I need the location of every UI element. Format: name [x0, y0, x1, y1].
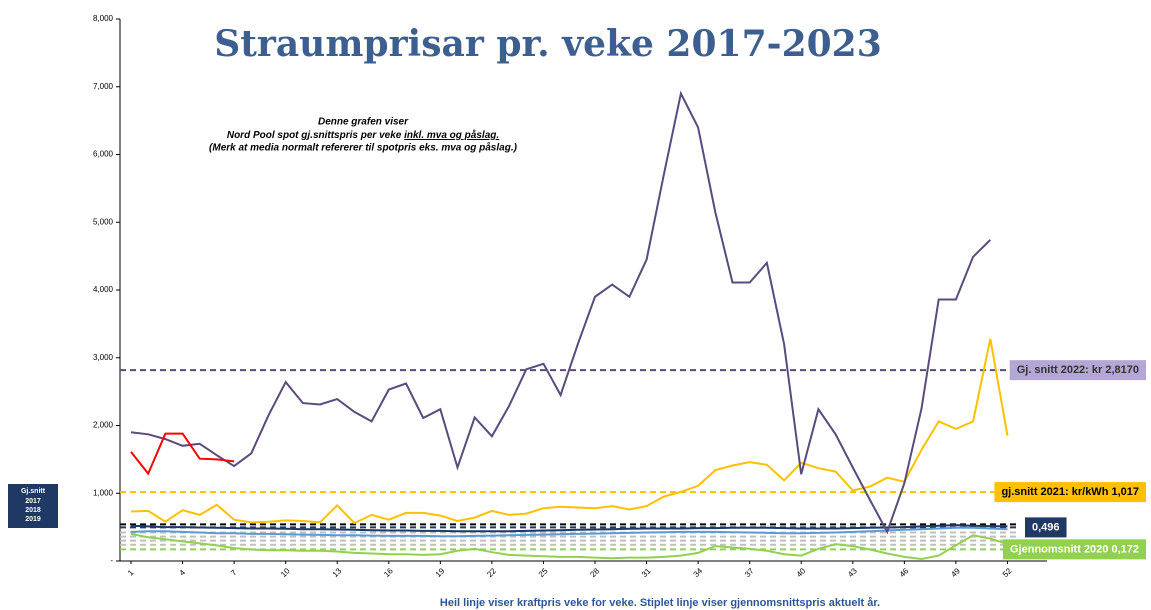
series-line	[130, 532, 1008, 561]
x-tick-label: 40	[795, 566, 808, 579]
x-tick-label: 22	[485, 566, 498, 579]
series-line	[130, 524, 1008, 533]
note-line: Nord Pool spot gj.snittspris per veke in…	[227, 129, 499, 141]
average-label-box	[1009, 360, 1146, 381]
note-underlined: inkl. mva og påslag.	[404, 129, 499, 141]
average-label-box	[1025, 517, 1067, 538]
note-line: (Merk at media normalt refererer til spo…	[209, 142, 518, 154]
side-box-text: 2018	[25, 507, 41, 514]
side-box-text: 2019	[25, 516, 41, 523]
y-tick-label: 6,000	[93, 150, 114, 159]
average-label: Gjennomsnitt 2020 0,172	[1010, 543, 1139, 555]
note-line: Denne grafen viser	[318, 117, 409, 128]
y-tick-label: 5,000	[93, 217, 114, 226]
x-tick-label: 46	[898, 566, 911, 579]
x-tick-label: 49	[949, 566, 962, 579]
chart-title: Straumprisar pr. veke 2017-2023	[214, 23, 882, 65]
series-line	[130, 90, 992, 535]
side-box-text: 2017	[25, 498, 41, 505]
x-tick-label: 25	[537, 566, 550, 579]
y-tick-label: 7,000	[93, 82, 114, 91]
average-label: Gj. snitt 2022: kr 2,8170	[1017, 364, 1139, 376]
x-tick-label: 52	[1001, 566, 1014, 579]
x-tick-label: 16	[382, 566, 395, 579]
y-tick-label: -	[110, 556, 113, 565]
series-line	[130, 526, 1008, 538]
average-label-box	[1003, 539, 1146, 560]
y-tick-label: 2,000	[93, 421, 114, 430]
series-line	[130, 338, 1009, 525]
average-label-box	[994, 482, 1146, 503]
y-tick-label: 4,000	[93, 285, 114, 294]
x-tick-label: 28	[588, 566, 601, 579]
x-tick-label: 7	[229, 568, 239, 578]
x-tick-label: 13	[331, 566, 344, 579]
x-tick-label: 34	[692, 566, 705, 579]
x-tick-label: 37	[743, 566, 756, 579]
side-box	[8, 484, 58, 528]
x-tick-label: 10	[279, 566, 292, 579]
x-tick-label: 31	[640, 566, 653, 579]
footnote: Heil linje viser kraftpris veke for veke…	[440, 597, 880, 609]
x-tick-label: 43	[846, 566, 859, 579]
series-line	[130, 432, 235, 476]
y-tick-label: 3,000	[93, 353, 114, 362]
x-tick-label: 19	[434, 566, 447, 579]
x-tick-label: 4	[178, 568, 188, 578]
average-label: 0,496	[1032, 521, 1060, 533]
note-text: Nord Pool spot gj.snittspris per veke	[227, 130, 404, 141]
average-label: gj.snitt 2021: kr/kWh 1,017	[1001, 486, 1139, 498]
y-tick-label: 8,000	[93, 14, 114, 23]
y-tick-label: 1,000	[93, 488, 114, 497]
side-box-text: Gj.snitt	[21, 488, 46, 495]
x-tick-label: 1	[126, 568, 136, 578]
